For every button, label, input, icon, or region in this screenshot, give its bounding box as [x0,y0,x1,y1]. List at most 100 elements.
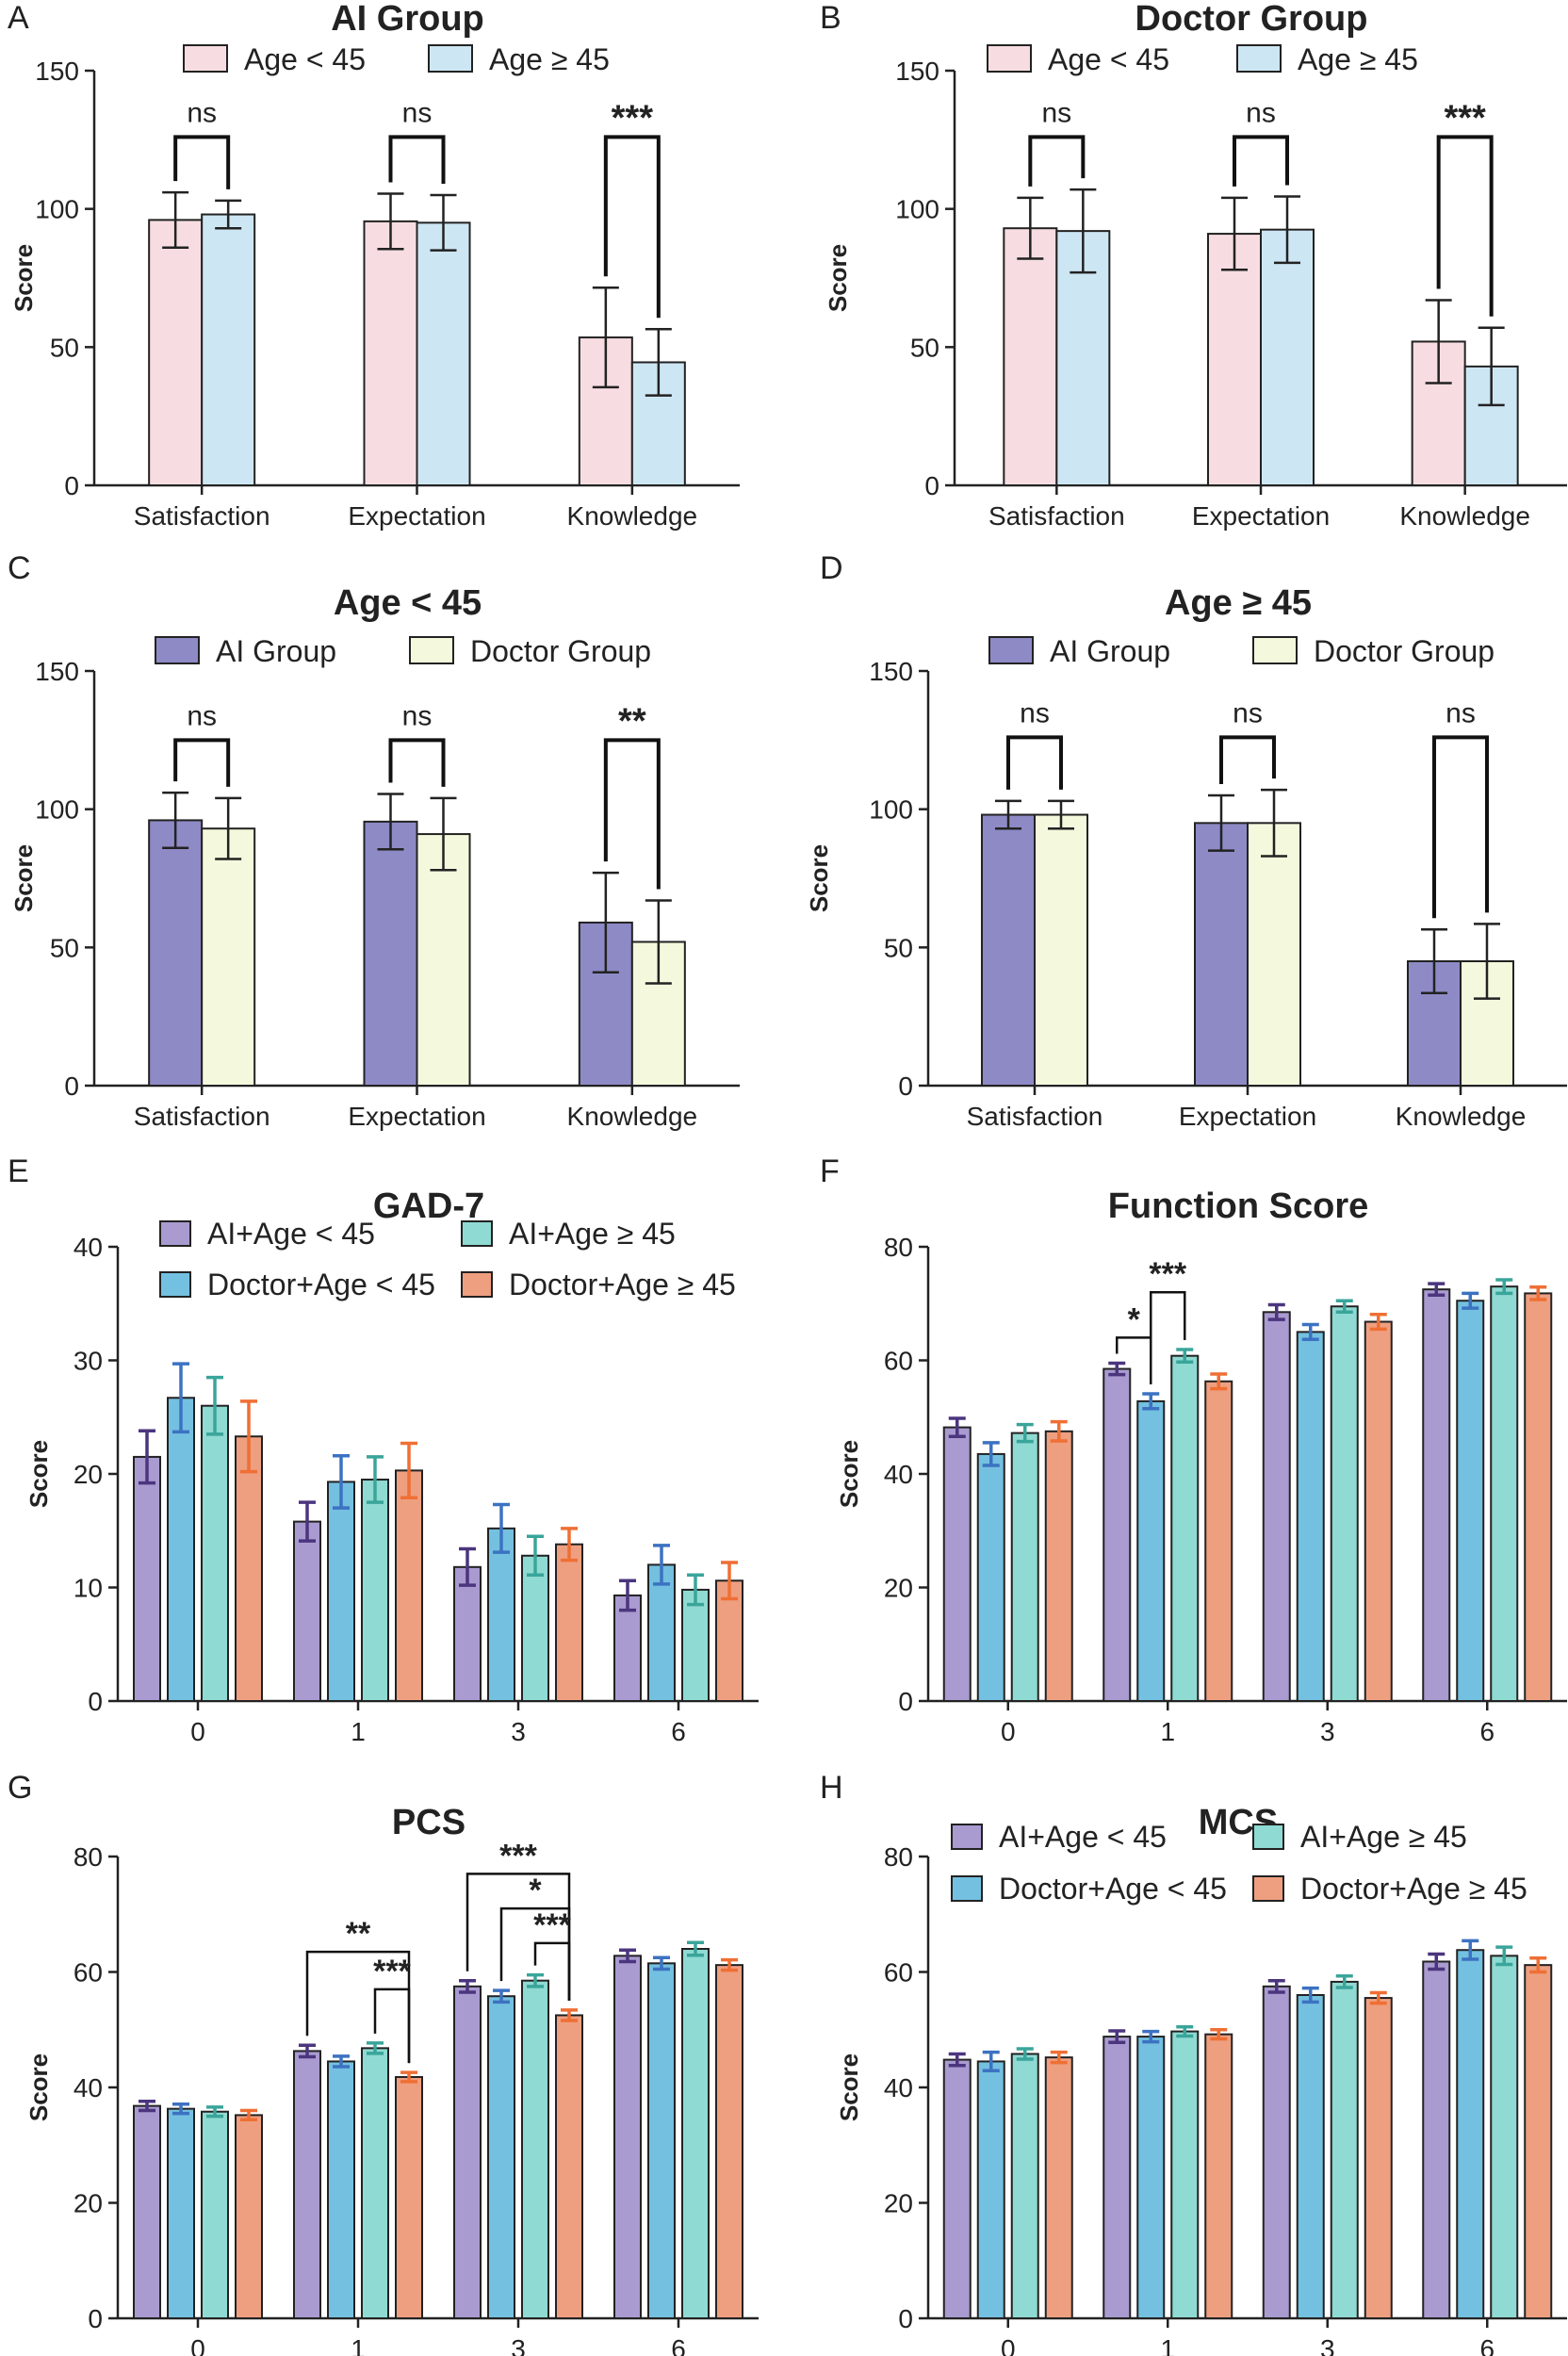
chart-title: Age < 45 [334,583,482,623]
x-tick-label: Knowledge [567,1102,698,1131]
significance-label: *** [612,98,654,138]
y-axis-label: Score [24,1440,53,1508]
legend-swatch [1252,636,1298,664]
legend-label: AI+Age < 45 [207,1217,375,1251]
legend-label: Age < 45 [1048,42,1169,76]
panel-letter: H [820,1770,843,1806]
y-tick-label: 100 [35,195,79,224]
y-tick-label: 0 [924,471,939,500]
significance-label: *** [373,1954,411,1989]
bar [148,219,204,486]
y-tick-label: 100 [35,795,79,825]
significance-bracket [388,738,446,787]
panel-letter: C [8,550,31,586]
bar [521,1554,549,1703]
legend-swatch [155,636,200,664]
x-tick-label: 0 [190,1717,205,1746]
x-tick-label: 0 [190,2334,205,2356]
bar [1034,813,1088,1087]
significance-bracket [533,1941,571,2001]
bar [1010,2053,1039,2320]
bar [395,2075,423,2320]
bar [201,2110,229,2320]
x-tick-label: 6 [1479,2334,1494,2356]
y-tick-label: 60 [74,1958,103,1988]
significance-bracket [1233,135,1289,187]
bar [976,2060,1005,2319]
bar [133,2104,161,2320]
bar [487,1995,515,2320]
panel-letter: B [820,0,841,36]
bar [167,1397,195,1702]
y-tick-label: 60 [884,1347,913,1376]
significance-label: * [1128,1301,1141,1337]
x-tick-label: 1 [1160,2334,1175,2356]
bar [1330,1980,1359,2320]
x-tick-label: Knowledge [1399,501,1530,531]
y-axis-label: Score [9,244,38,312]
bar [1524,1292,1553,1703]
panel-letter: E [8,1153,29,1189]
x-tick-label: 3 [1320,1717,1335,1746]
y-tick-label: 20 [884,1574,913,1603]
y-tick-label: 50 [50,333,79,362]
y-tick-label: 20 [74,2189,103,2218]
legend-label: AI+Age ≥ 45 [509,1217,676,1251]
bar [715,1964,743,2319]
bar [395,1469,423,1703]
bar [681,1948,710,2319]
panel-d: D Age ≥ 45 Score 0 50 100 150 Satisfaction Expec… [805,550,1567,1131]
y-axis-label: Score [805,844,833,912]
bar [1044,2056,1073,2319]
significance-bracket [1006,735,1063,790]
significance-label: ns [1246,97,1276,128]
y-axis-label: Score [824,244,852,312]
significance-bracket [603,738,661,890]
bar [1490,1285,1519,1703]
bar [487,1527,515,1702]
panel-a: A AI Group Score 0 50 100 150 Satisfaction Expec… [8,0,740,531]
y-tick-label: 60 [884,1958,913,1988]
x-tick-label: 1 [351,2334,366,2356]
bar [1044,1430,1073,1702]
y-axis-label: Score [24,2053,53,2121]
chart-title: Doctor Group [1135,0,1368,39]
x-tick-label: 6 [671,1717,686,1746]
legend-swatch [461,1271,493,1298]
bar [1296,1994,1325,2319]
y-tick-label: 50 [50,933,79,962]
bar [681,1588,710,1703]
significance-label: ns [187,700,217,731]
bar [1260,228,1315,487]
legend-label: AI Group [216,634,336,668]
bar [235,2114,263,2319]
x-tick-label: Expectation [348,501,485,531]
significance-bracket [1432,735,1489,919]
x-tick-label: Satisfaction [134,501,270,531]
legend-label: Doctor+Age ≥ 45 [509,1268,736,1301]
bar [1102,1367,1132,1702]
y-tick-label: 50 [884,933,913,962]
x-tick-label: Satisfaction [134,1102,270,1131]
significance-label: ns [187,97,217,128]
significance-label: *** [1444,98,1486,138]
bar [453,1985,482,2319]
significance-label: ns [1020,697,1050,728]
y-tick-label: 0 [64,1072,79,1101]
y-tick-label: 30 [74,1347,103,1376]
bar [201,1404,229,1702]
y-tick-label: 40 [74,1233,103,1262]
bar [1136,2036,1166,2320]
y-tick-label: 0 [88,2304,103,2333]
bar [1296,1331,1325,1702]
x-tick-label: Satisfaction [967,1102,1103,1131]
significance-label: ns [402,97,433,128]
significance-bracket [1436,135,1494,317]
bar [148,819,204,1088]
bar [1330,1305,1359,1702]
bar [1524,1964,1553,2319]
bar [1010,1432,1039,1702]
bar [416,221,471,486]
